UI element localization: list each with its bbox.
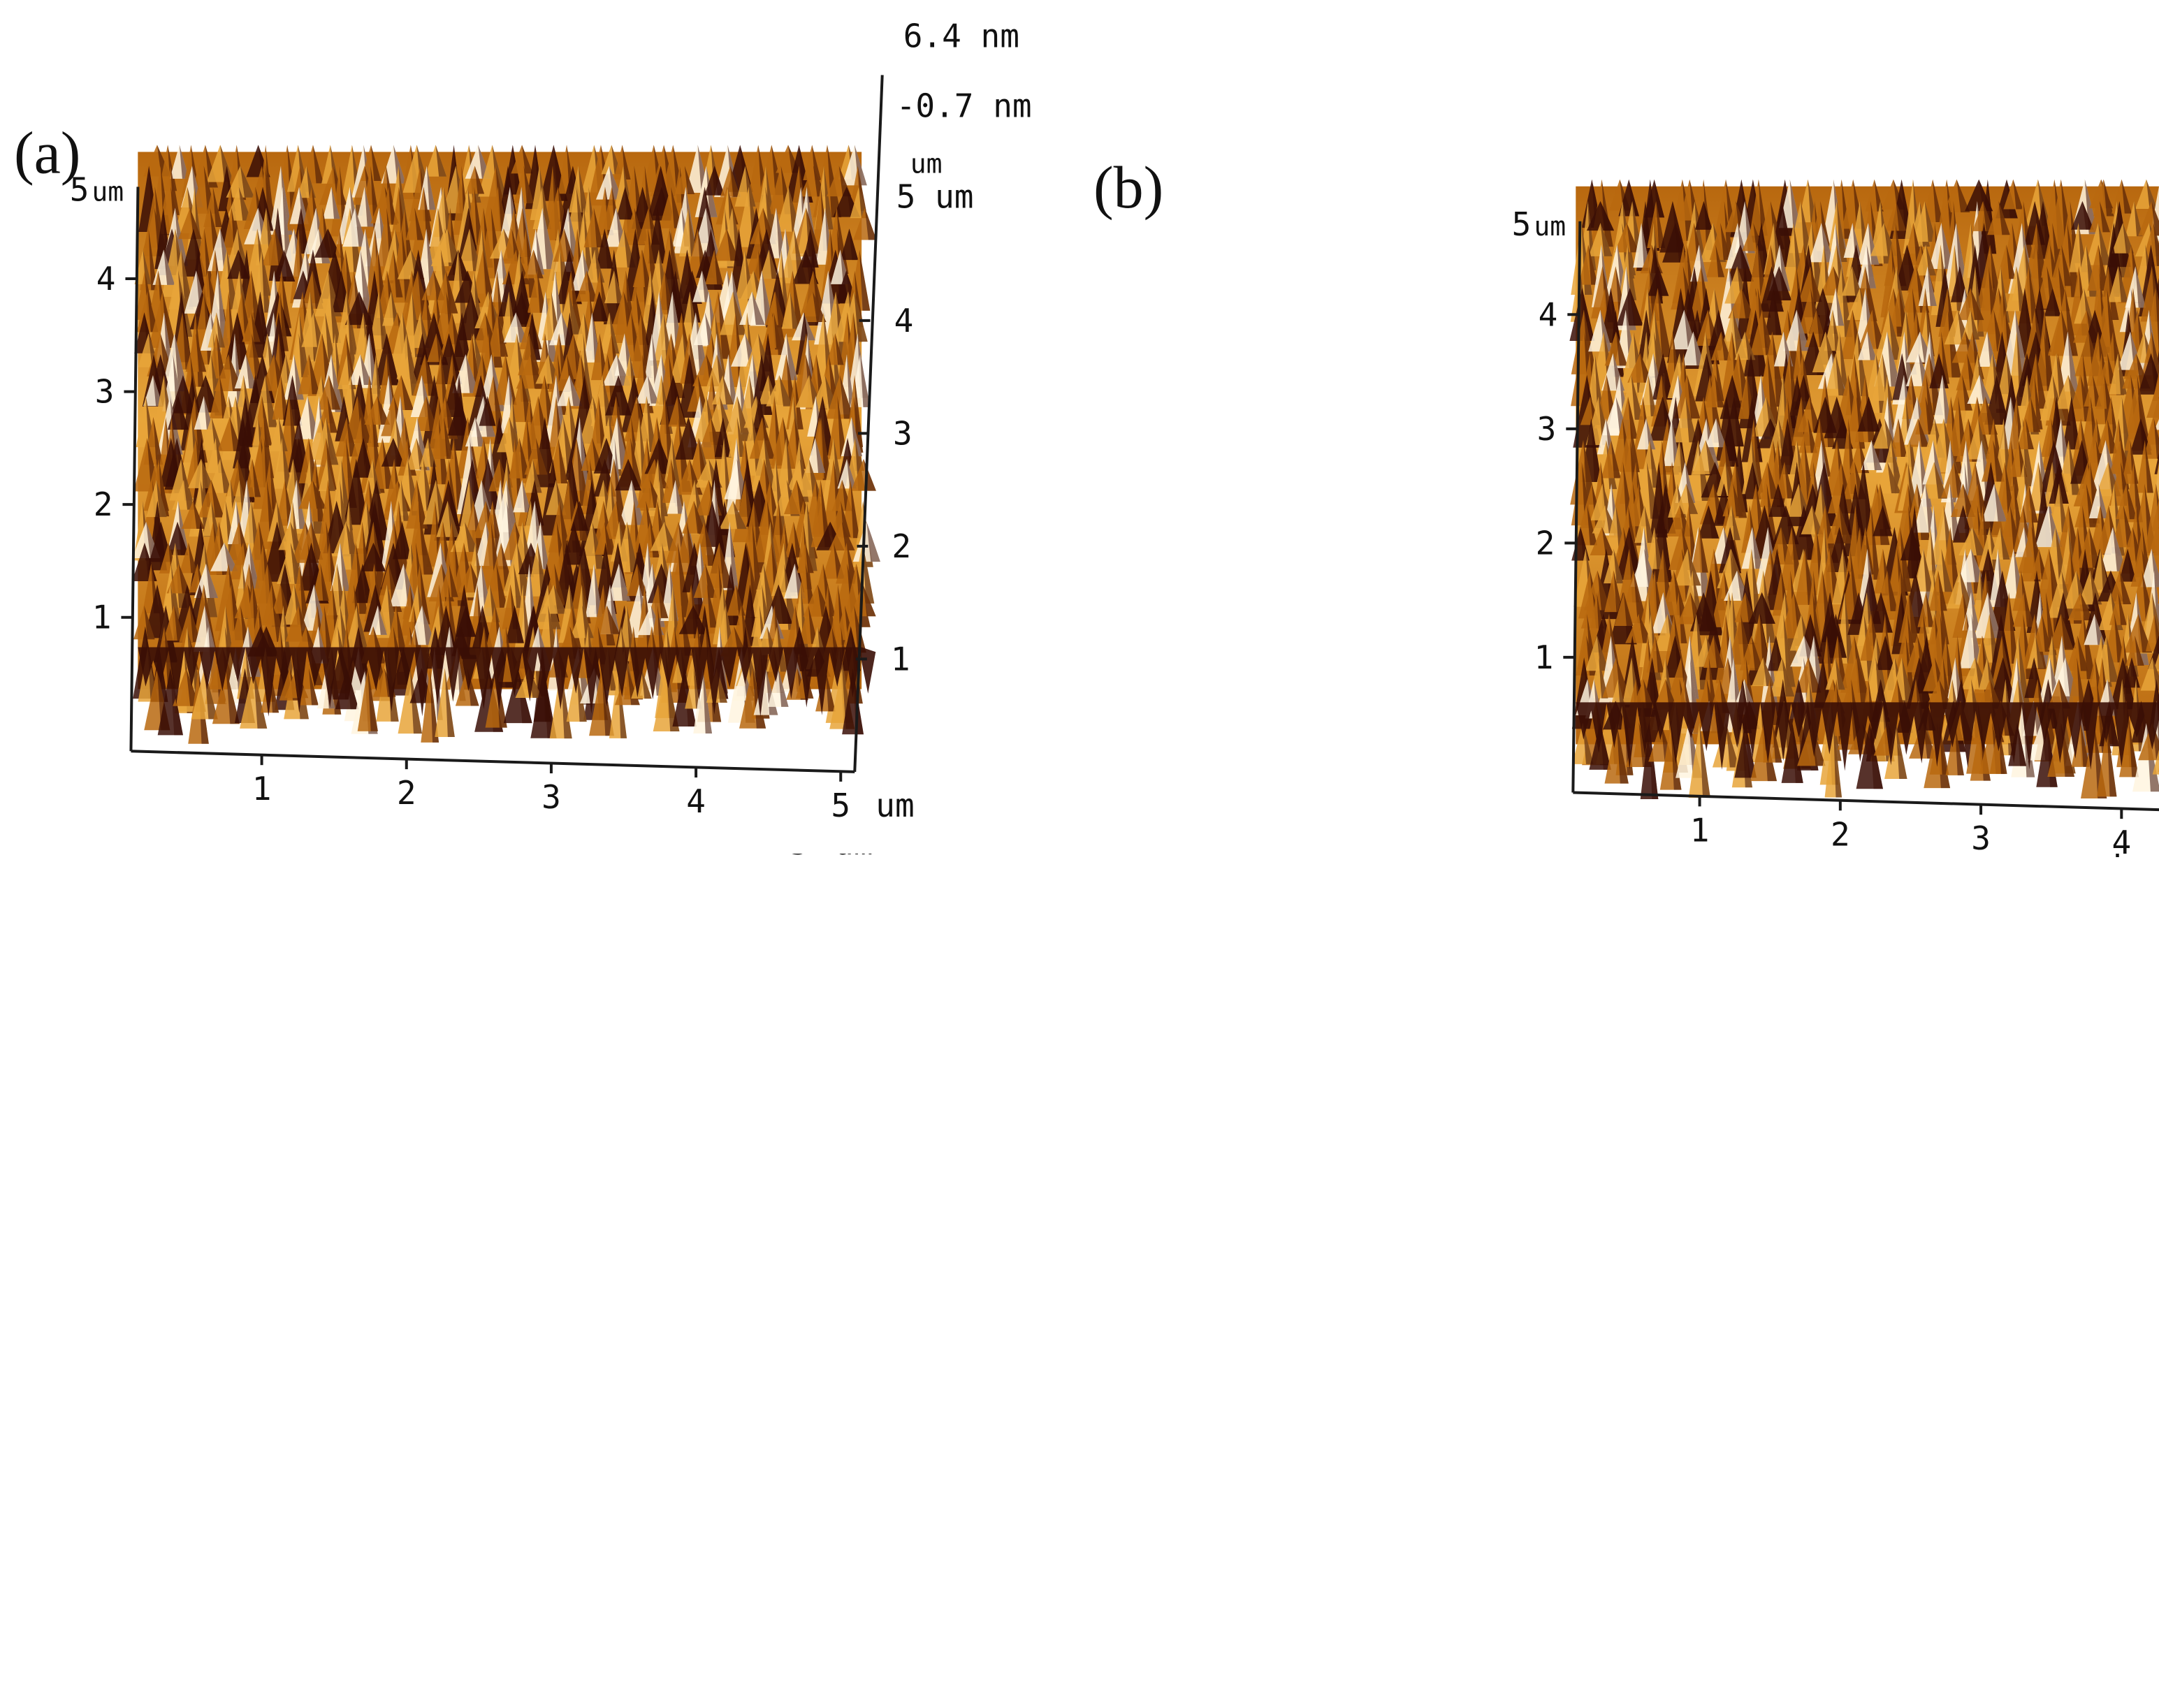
x-tick-label: 2: [1831, 815, 1850, 853]
x-tick-label: 1: [252, 770, 272, 808]
x-tick-label: 4: [686, 782, 706, 820]
y-left-axis-line: [129, 187, 140, 752]
x-tick-label: 5: [790, 854, 809, 862]
y-left-tick-label: 2: [1536, 524, 1555, 562]
y-left-tick-label: 4: [96, 260, 116, 298]
surface-topography: [1569, 179, 2159, 800]
y-left-top-unit: um: [92, 176, 124, 207]
x-tick-label: 2: [397, 774, 416, 812]
panel-label: (a): [14, 119, 80, 186]
y-left-tick-label: 3: [95, 373, 115, 411]
x-axis-line: [1573, 791, 2159, 812]
x-tick-label: 4: [2111, 824, 2131, 854]
y-left-tick-label: 3: [1537, 410, 1557, 448]
x-tick-label: 4: [2105, 854, 2124, 865]
y-right-tick-label: 2: [892, 527, 911, 565]
x-tick-label: 4: [653, 854, 673, 856]
x-tick-label: 3: [1971, 819, 1991, 854]
y-left-tick-label: 4: [1539, 295, 1558, 333]
panel-label: (b): [1093, 154, 1163, 221]
y-right-tick-label: 1: [891, 640, 910, 678]
x-tick-label: 3: [541, 778, 561, 816]
y-left-tick-label: 2: [94, 486, 113, 523]
y-right-tick-label: 3: [893, 414, 913, 452]
y-left-top-unit: um: [1534, 211, 1566, 242]
x-tick-label: 5: [831, 787, 850, 824]
y-right-top-label: 5 um: [896, 177, 974, 215]
x-axis-line: [131, 750, 855, 773]
y-right-tick-label: 4: [894, 302, 914, 340]
z-min-label: -0.7 nm: [896, 87, 1032, 124]
x-axis-unit: um: [875, 787, 914, 824]
y-left-top-label: 5: [1512, 205, 1532, 243]
x-tick-label: 1: [1690, 811, 1710, 849]
z-max-label: 6.4 nm: [903, 17, 1019, 54]
y-left-tick-label: 1: [92, 599, 112, 636]
z-unit-label: um: [910, 148, 943, 179]
y-left-axis-line: [1571, 221, 1582, 793]
surface-topography: [132, 145, 880, 744]
y-left-tick-label: 1: [1534, 638, 1554, 676]
x-tick-label: 3: [1961, 854, 1980, 861]
y-left-top-label: 5: [70, 170, 89, 208]
x-axis-unit: um: [834, 854, 873, 862]
afm-panel-a: 1 2 3 4 5 um 1 2 3 4 5 um 1 2 3 4 5 um 6.4 nm -0.7 nm um (a): [0, 0, 1080, 854]
z-axis-line: [853, 75, 884, 772]
x-tick-label: 2: [1817, 854, 1836, 856]
